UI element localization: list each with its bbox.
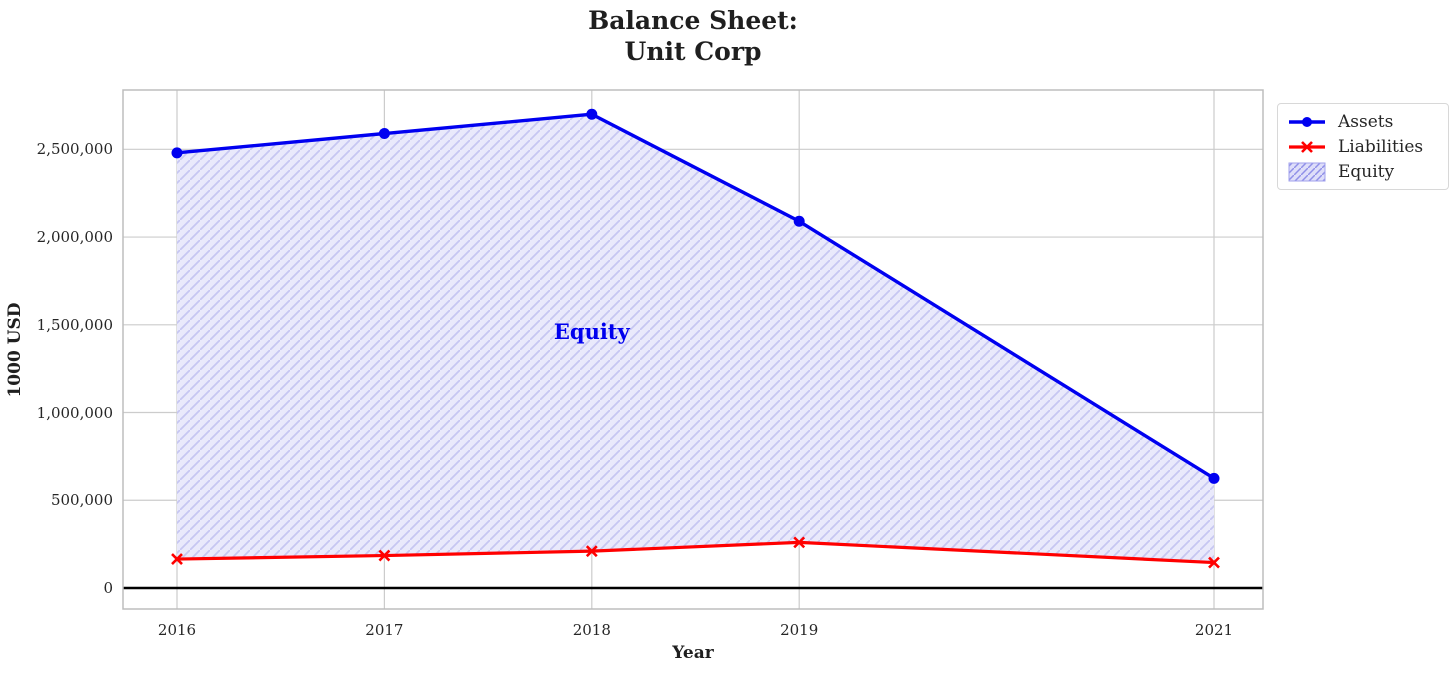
assets-marker	[793, 215, 805, 227]
y-tick-label: 2,000,000	[36, 228, 113, 247]
legend-item-assets: Assets	[1287, 109, 1439, 134]
y-tick-label: 0	[103, 579, 113, 597]
y-tick-label: 1,000,000	[36, 403, 113, 422]
assets-line-icon	[1289, 116, 1325, 127]
liabilities-marker	[585, 545, 598, 558]
legend: Assets Liabilities Equity	[1277, 103, 1449, 190]
legend-label: Assets	[1338, 111, 1394, 132]
assets-marker	[1208, 472, 1220, 484]
chart-title-line-1: Balance Sheet:	[588, 6, 798, 35]
legend-label: Liabilities	[1338, 136, 1424, 157]
assets-marker	[171, 147, 183, 159]
legend-label: Equity	[1338, 161, 1395, 182]
plot-border	[122, 89, 1264, 610]
x-tick-label: 2016	[157, 621, 197, 639]
legend-item-liabilities: Liabilities	[1287, 134, 1439, 159]
x-tick-label: 2021	[1194, 621, 1234, 639]
x-tick-label: 2018	[572, 621, 611, 639]
liabilities-marker	[793, 536, 806, 549]
x-tick-label: 2019	[780, 621, 819, 639]
x-tick-label: 2017	[365, 621, 404, 639]
equity-annotation: Equity	[553, 318, 630, 344]
equity-swatch-icon	[1288, 162, 1326, 181]
liabilities-marker	[378, 549, 391, 562]
assets-marker	[378, 128, 390, 140]
liabilities-marker	[1208, 556, 1220, 569]
x-axis-label: Year	[672, 643, 714, 663]
chart-title: Balance Sheet: Unit Corp	[123, 5, 1263, 67]
y-tick-label: 2,500,000	[36, 140, 113, 159]
y-tick-label: 1,500,000	[36, 315, 113, 334]
equity-area	[177, 114, 1214, 563]
liabilities-marker	[171, 553, 183, 565]
legend-item-equity: Equity	[1287, 159, 1439, 184]
y-axis-label: 1000 USD	[5, 302, 25, 398]
liabilities-line-icon	[1289, 140, 1325, 153]
assets-marker	[586, 108, 598, 120]
y-tick-label: 500,000	[50, 491, 113, 510]
chart-title-line-2: Unit Corp	[624, 37, 762, 66]
